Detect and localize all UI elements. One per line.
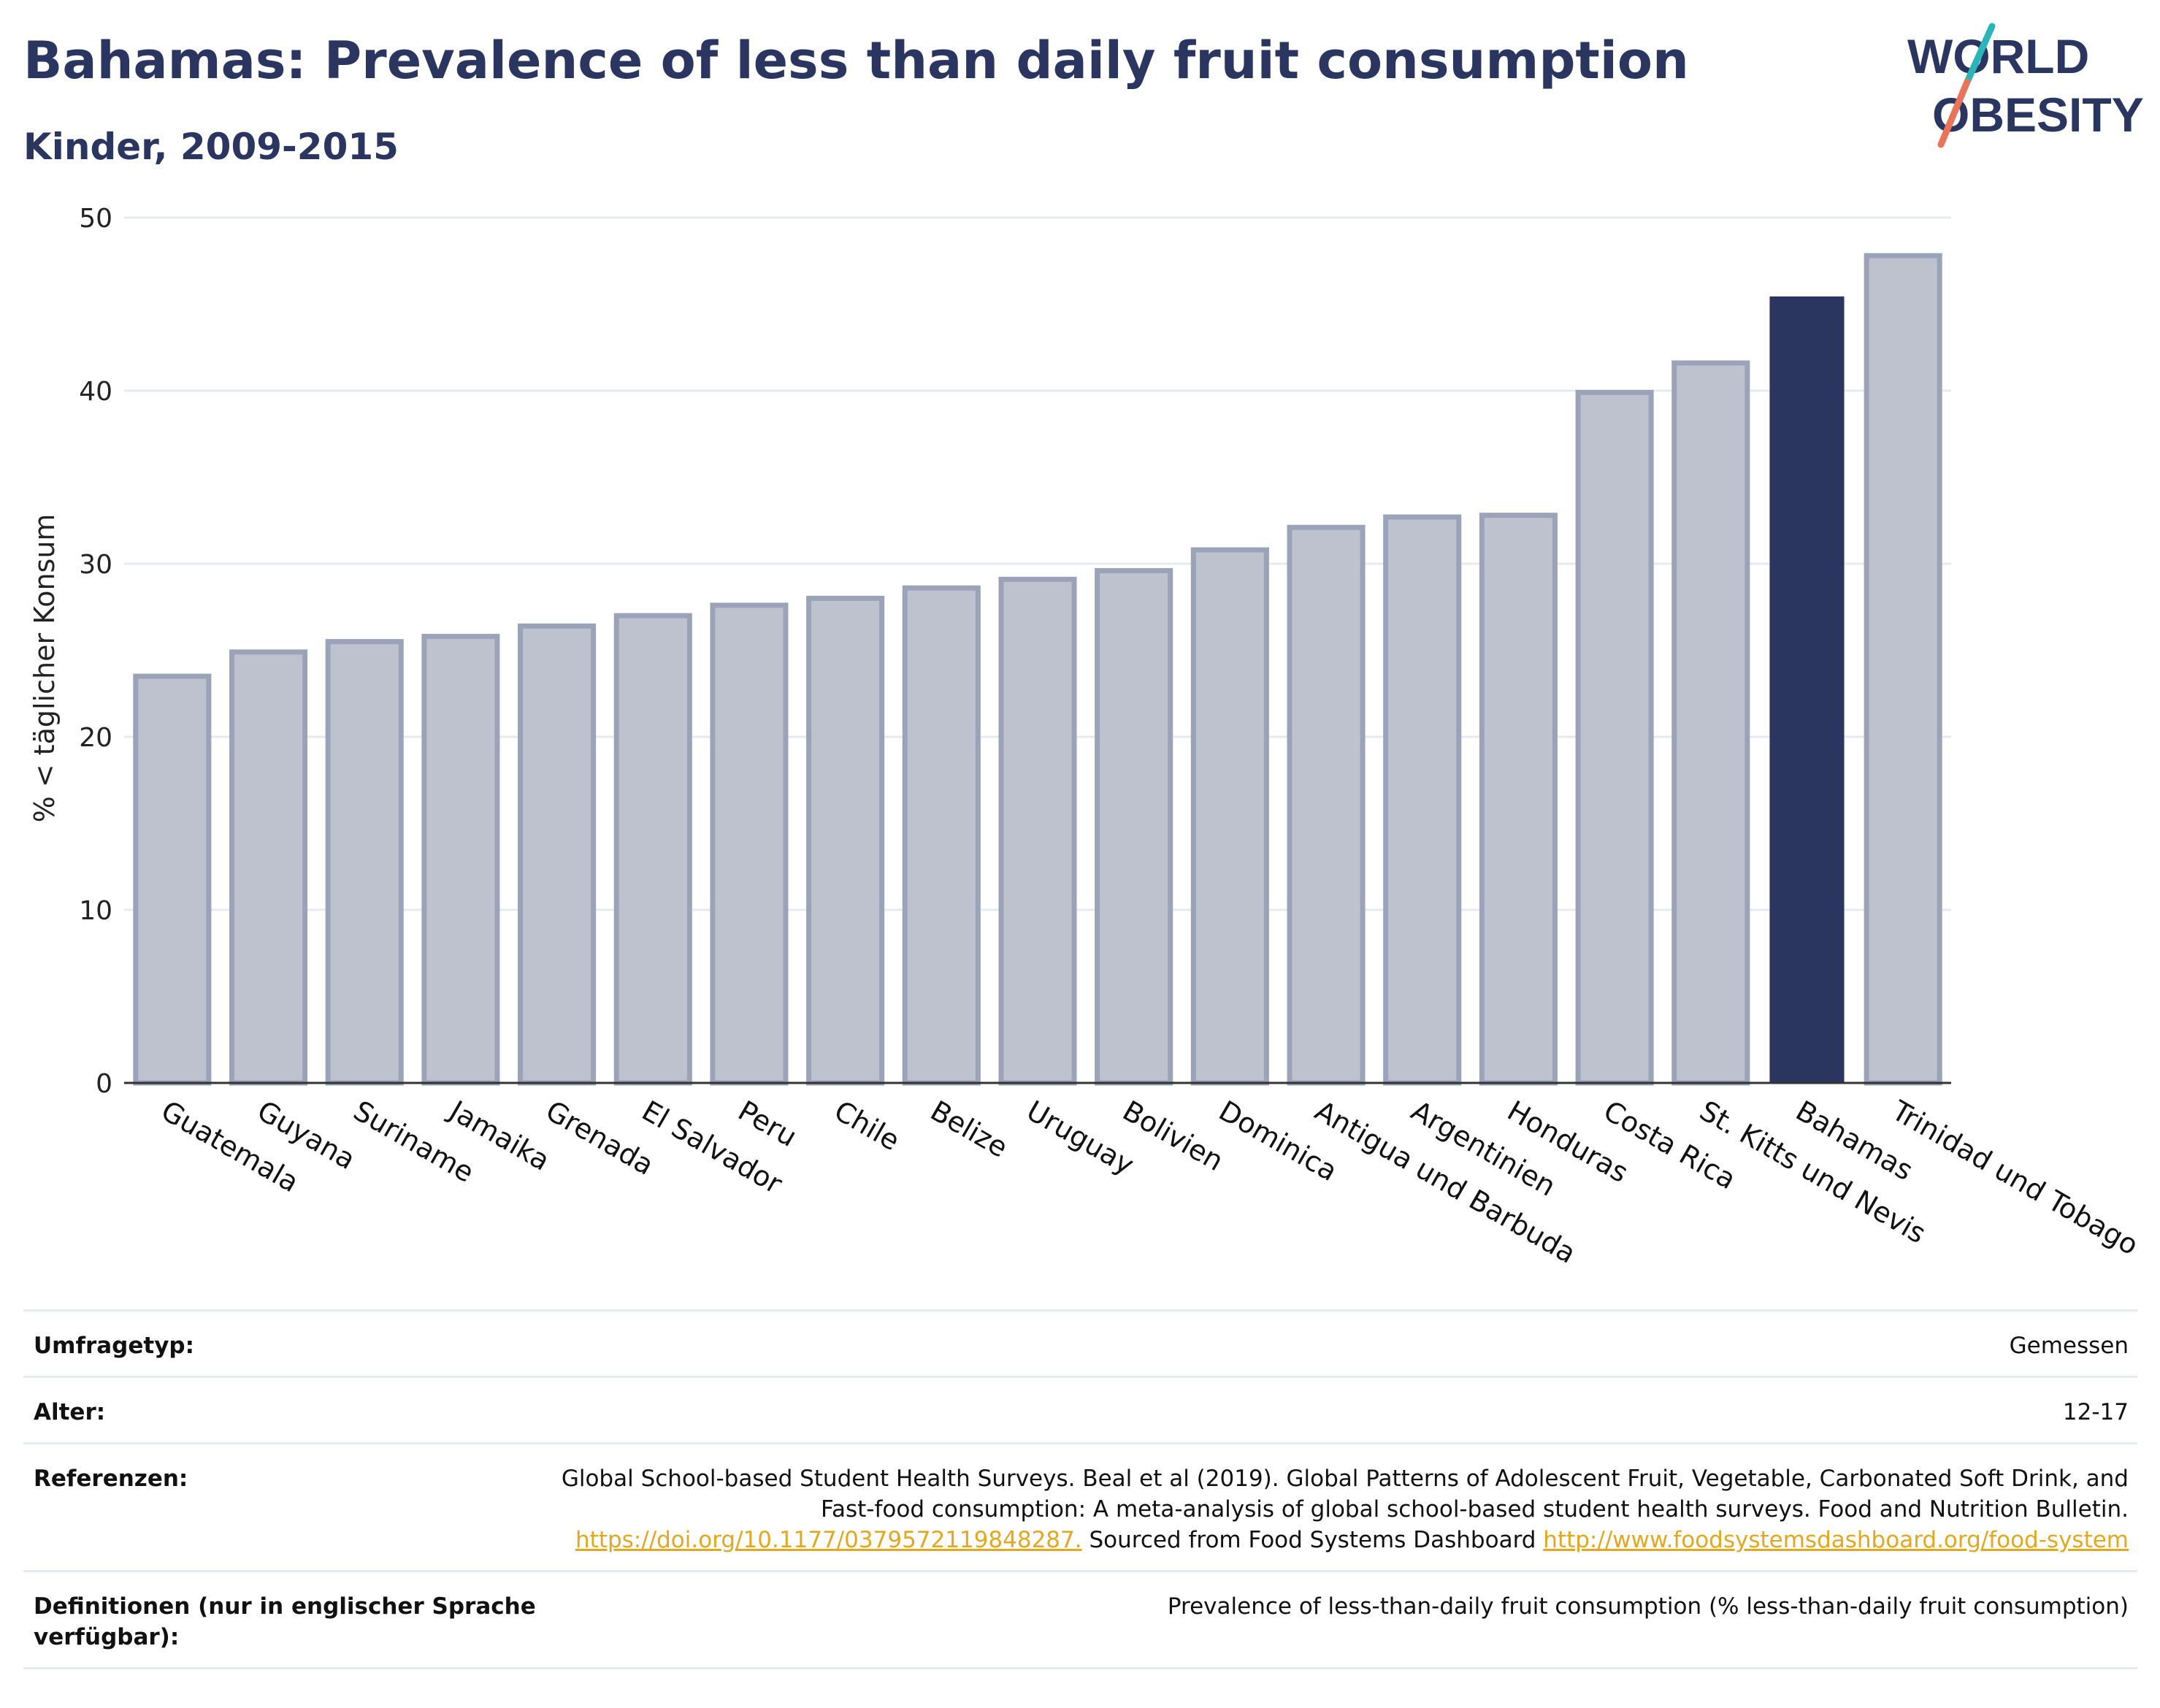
reference-source: Sourced from Food Systems Dashboard: [1081, 1527, 1544, 1553]
chart-title: Bahamas: Prevalence of less than daily f…: [23, 31, 1689, 91]
logo-slash-top: [1964, 23, 1996, 85]
bar-bahamas[interactable]: [1769, 296, 1845, 1084]
info-label: Alter:: [34, 1399, 106, 1425]
bar-antigua-und-barbuda[interactable]: [1287, 524, 1366, 1086]
y-tick-label: 30: [79, 550, 112, 580]
info-value: Gemessen: [2009, 1333, 2129, 1359]
info-row-references: Referenzen: Global School-based Student …: [23, 1442, 2137, 1570]
y-tick-label: 10: [79, 896, 112, 926]
bar-chile[interactable]: [806, 595, 885, 1086]
y-tick-label: 50: [79, 204, 112, 234]
bar-jamaika[interactable]: [421, 634, 500, 1086]
bar-costa-rica[interactable]: [1575, 389, 1654, 1086]
chart-subtitle: Kinder, 2009-2015: [23, 126, 399, 168]
bar-belize[interactable]: [902, 585, 981, 1086]
references-text: Global School-based Student Health Surve…: [559, 1463, 2129, 1555]
world-obesity-logo: WORLD OBESITY: [1907, 23, 2144, 148]
info-row-survey-type: Umfragetyp: Gemessen: [23, 1309, 2137, 1376]
x-tick-label: Chile: [829, 1095, 905, 1157]
bar-dominica[interactable]: [1190, 547, 1269, 1086]
bar-el-salvador[interactable]: [613, 613, 692, 1086]
y-tick-label: 20: [79, 723, 112, 753]
info-label: Referenzen:: [34, 1466, 188, 1492]
bar-trinidad-und-tobago[interactable]: [1864, 253, 1942, 1086]
bar-st-kitts-und-nevis[interactable]: [1671, 360, 1750, 1086]
bar-chart: 01020304050GuatemalaGuyanaSurinameJamaik…: [28, 204, 2144, 1270]
dashboard-link[interactable]: http://www.foodsystemsdashboard.org/food…: [1543, 1527, 2129, 1553]
info-value: 12-17: [2062, 1399, 2129, 1425]
y-axis-label: % < täglicher Konsum: [28, 514, 61, 823]
bar-suriname[interactable]: [325, 639, 404, 1086]
bar-honduras[interactable]: [1479, 513, 1558, 1086]
info-label: Definitionen (nur in englischer Sprache …: [34, 1593, 536, 1650]
y-tick-label: 0: [96, 1069, 112, 1099]
bar-peru[interactable]: [710, 602, 789, 1086]
bar-bolivien[interactable]: [1095, 567, 1173, 1086]
logo-slash-bottom: [1937, 78, 1971, 148]
bar-argentinien[interactable]: [1383, 514, 1462, 1086]
info-label: Umfragetyp:: [34, 1333, 194, 1359]
logo-text-obesity: OBESITY: [1932, 88, 2144, 142]
bar-grenada[interactable]: [518, 623, 597, 1086]
x-tick-label: Trinidad und Tobago: [1886, 1094, 2144, 1261]
x-tick-label: Uruguay: [1022, 1095, 1140, 1182]
info-table: Umfragetyp: Gemessen Alter: 12-17 Refere…: [23, 1309, 2137, 1669]
x-tick-label: Bolivien: [1117, 1095, 1229, 1178]
bar-guatemala[interactable]: [133, 673, 212, 1086]
x-tick-label: Grenada: [540, 1095, 659, 1182]
y-tick-label: 40: [79, 377, 112, 407]
logo-text-world: WORLD: [1907, 29, 2089, 83]
bar-uruguay[interactable]: [998, 576, 1077, 1086]
doi-link[interactable]: https://doi.org/10.1177/0379572119848287…: [575, 1527, 1082, 1553]
x-tick-label: Peru: [732, 1095, 802, 1153]
x-tick-label: Belize: [925, 1095, 1014, 1164]
bar-guyana[interactable]: [229, 649, 308, 1086]
reference-citation: Global School-based Student Health Surve…: [561, 1466, 2129, 1523]
info-row-age: Alter: 12-17: [23, 1376, 2137, 1442]
bars: [133, 253, 1942, 1086]
info-value: Prevalence of less-than-daily fruit cons…: [1167, 1593, 2129, 1620]
info-row-definition: Definitionen (nur in englischer Sprache …: [23, 1570, 2137, 1669]
